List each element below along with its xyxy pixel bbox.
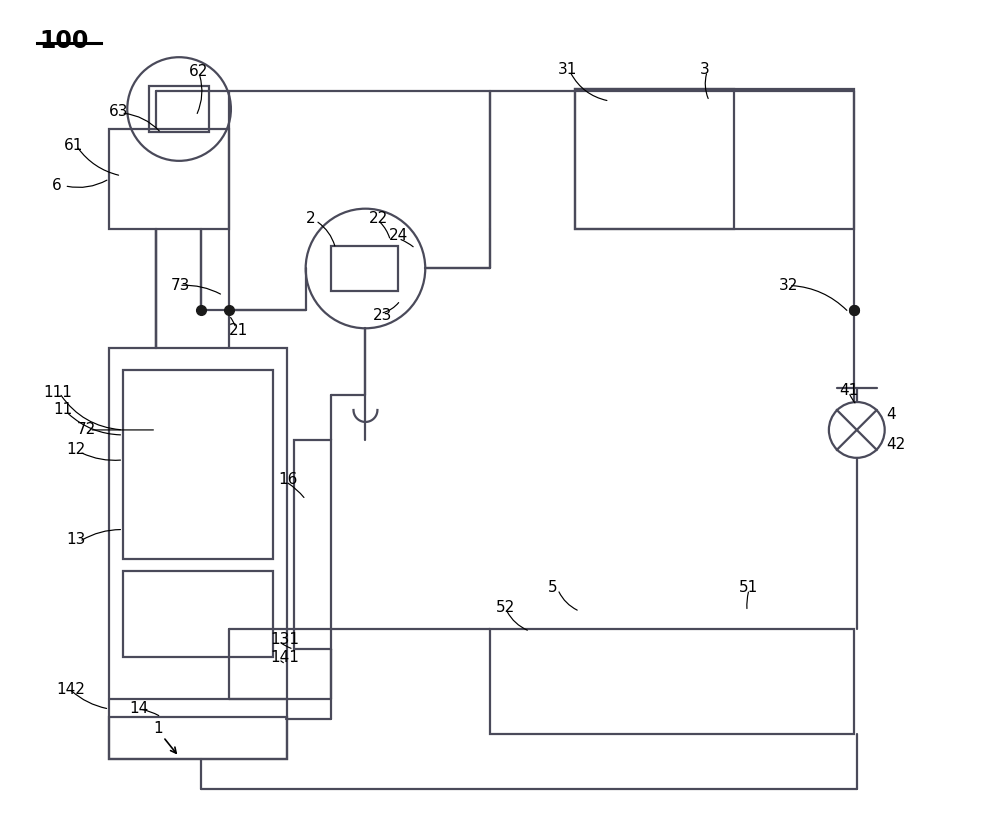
Text: 3: 3 [699, 61, 709, 77]
Text: 111: 111 [44, 385, 72, 400]
Bar [331, 246, 398, 292]
Text: 131: 131 [271, 631, 300, 647]
Text: 13: 13 [66, 532, 86, 547]
Text: 100: 100 [40, 29, 89, 53]
Text: 52: 52 [496, 600, 515, 615]
Text: 6: 6 [52, 179, 61, 193]
Text: 63: 63 [109, 103, 129, 119]
Bar [123, 370, 273, 559]
Text: 21: 21 [229, 323, 248, 337]
Text: 32: 32 [779, 278, 798, 293]
Bar [109, 348, 287, 759]
Text: 51: 51 [739, 580, 758, 595]
Text: 11: 11 [54, 402, 73, 418]
Text: 42: 42 [887, 437, 906, 452]
Text: 4: 4 [887, 408, 896, 423]
Text: 16: 16 [279, 473, 298, 487]
Text: 23: 23 [372, 308, 392, 323]
Text: 5: 5 [548, 580, 557, 595]
Text: 12: 12 [66, 442, 86, 457]
Bar [490, 629, 854, 734]
Text: 142: 142 [57, 681, 85, 696]
Text: 72: 72 [76, 423, 96, 437]
Bar [149, 86, 209, 132]
Bar [294, 440, 331, 649]
Text: 1: 1 [153, 722, 163, 736]
Text: 31: 31 [558, 61, 577, 77]
Text: 61: 61 [63, 138, 83, 153]
Text: 22: 22 [368, 211, 388, 226]
Bar [123, 572, 273, 657]
Bar [575, 89, 854, 229]
Bar [575, 89, 734, 229]
Text: 141: 141 [271, 649, 300, 665]
Text: 41: 41 [839, 382, 858, 397]
Text: 73: 73 [171, 278, 190, 293]
Bar [109, 717, 287, 759]
Text: 62: 62 [189, 64, 208, 79]
Bar [109, 129, 229, 229]
Text: 2: 2 [306, 211, 315, 226]
Text: 14: 14 [129, 702, 149, 717]
Text: 24: 24 [388, 229, 408, 243]
